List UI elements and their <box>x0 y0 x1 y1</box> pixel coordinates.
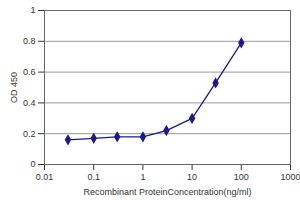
svg-text:0.8: 0.8 <box>23 36 36 46</box>
svg-text:Recombinant ProteinConcentrati: Recombinant ProteinConcentration(ng/ml) <box>83 187 251 197</box>
svg-text:0.6: 0.6 <box>23 67 36 77</box>
svg-text:1000: 1000 <box>280 172 300 182</box>
svg-text:0.1: 0.1 <box>87 172 100 182</box>
svg-text:0.4: 0.4 <box>23 98 36 108</box>
svg-text:100: 100 <box>234 172 249 182</box>
svg-text:10: 10 <box>187 172 197 182</box>
svg-text:1: 1 <box>30 5 35 15</box>
svg-text:1: 1 <box>140 172 145 182</box>
svg-text:0.2: 0.2 <box>23 129 36 139</box>
svg-text:0.01: 0.01 <box>36 172 54 182</box>
svg-text:0: 0 <box>30 159 35 169</box>
svg-text:OD 450: OD 450 <box>9 72 19 103</box>
